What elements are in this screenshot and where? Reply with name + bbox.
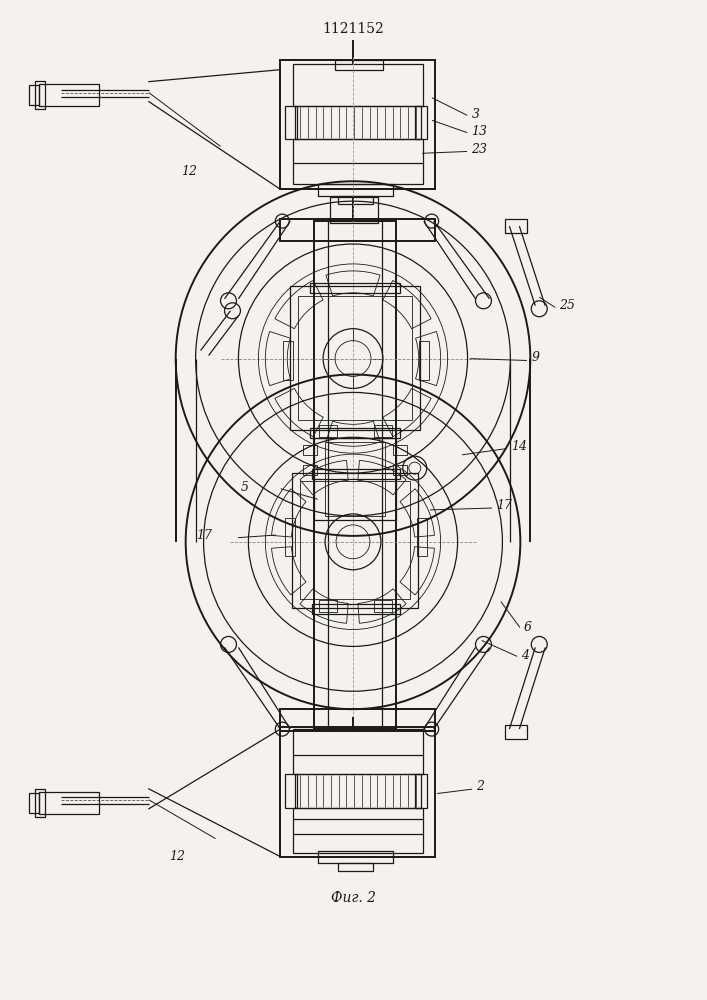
Text: 5: 5	[240, 481, 248, 494]
Bar	[292, 473, 418, 608]
Bar	[285, 106, 297, 139]
Bar	[415, 774, 427, 808]
Bar	[293, 808, 423, 853]
Bar	[300, 481, 410, 599]
Text: 2: 2	[477, 780, 484, 793]
Bar	[285, 518, 296, 556]
Bar	[310, 428, 400, 438]
Bar	[312, 604, 400, 614]
Bar	[293, 139, 423, 184]
Bar	[415, 106, 427, 139]
Text: 13: 13	[472, 125, 488, 138]
Bar	[314, 438, 396, 520]
Bar	[35, 81, 45, 109]
Text: 3: 3	[472, 108, 479, 121]
Bar	[338, 196, 373, 204]
Bar	[296, 106, 421, 139]
Text: 25: 25	[559, 299, 575, 312]
Bar	[393, 445, 407, 455]
Text: 23: 23	[472, 143, 488, 156]
Bar	[318, 184, 393, 196]
Bar	[319, 425, 337, 437]
Bar	[280, 727, 435, 857]
Text: 17: 17	[496, 499, 513, 512]
Bar	[393, 465, 407, 475]
Text: 12: 12	[181, 165, 197, 178]
Bar	[293, 64, 423, 106]
Bar	[374, 600, 392, 612]
Text: 14: 14	[511, 440, 527, 453]
Bar	[285, 774, 297, 808]
Bar	[325, 442, 385, 516]
Bar	[314, 221, 396, 729]
Text: 9: 9	[531, 351, 539, 364]
Bar	[310, 283, 400, 293]
Bar	[29, 85, 40, 105]
Bar	[284, 341, 293, 380]
Bar	[296, 774, 421, 808]
Bar	[35, 789, 45, 817]
Bar	[335, 60, 383, 70]
Bar	[293, 729, 423, 774]
Text: 6: 6	[523, 621, 532, 634]
Bar	[374, 425, 392, 437]
Bar	[328, 221, 382, 729]
Bar	[416, 518, 427, 556]
Bar	[318, 851, 393, 863]
Bar	[419, 341, 428, 380]
Bar	[330, 197, 378, 223]
Bar	[40, 84, 99, 106]
Text: Фиг. 2: Фиг. 2	[330, 891, 375, 905]
Bar	[40, 792, 99, 814]
Bar	[298, 296, 411, 420]
Text: 1121152: 1121152	[322, 22, 385, 36]
Bar	[303, 465, 317, 475]
Bar	[506, 219, 527, 233]
Bar	[506, 725, 527, 739]
Text: 4: 4	[521, 649, 530, 662]
Bar	[338, 863, 373, 871]
Text: 12: 12	[169, 850, 185, 863]
Bar	[291, 286, 420, 430]
Bar	[280, 219, 435, 241]
Bar	[29, 793, 40, 813]
Bar	[312, 469, 400, 479]
Text: 17: 17	[197, 529, 213, 542]
Bar	[280, 709, 435, 731]
Bar	[303, 445, 317, 455]
Bar	[280, 60, 435, 189]
Bar	[319, 600, 337, 612]
